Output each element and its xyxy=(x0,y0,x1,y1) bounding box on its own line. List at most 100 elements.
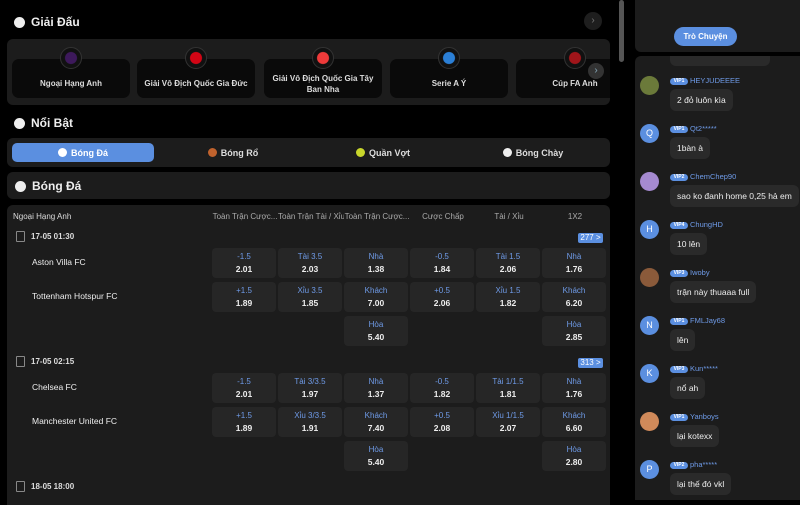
odds-cell[interactable]: Khách 7.00 xyxy=(344,282,408,312)
league-logo-icon xyxy=(60,47,82,69)
odds-cell[interactable]: Tài 1/1.5 1.81 xyxy=(476,373,540,403)
basketball-icon xyxy=(207,148,217,157)
star-icon xyxy=(14,117,25,129)
odds-cell[interactable]: Hòa 2.80 xyxy=(542,441,606,471)
chat-panel: VIP1 HEYJUDEEEE 2 đỏ luôn kìa Q VIP1 Qt2*****… xyxy=(635,56,800,500)
vip-badge: VIP2 xyxy=(670,174,688,181)
chat-message: K VIP3 Kun***** nổ ah xyxy=(640,364,800,409)
odds-cell[interactable]: -0.5 1.82 xyxy=(410,373,474,403)
odds-cell[interactable]: Xỉu 1.5 1.82 xyxy=(476,282,540,312)
odds-line: Tài 3/3.5 xyxy=(294,377,326,386)
column-header: Toàn Trận Cược... xyxy=(212,212,278,221)
odds-cell[interactable]: Khách 7.40 xyxy=(344,407,408,437)
username[interactable]: Qt2***** xyxy=(690,124,717,133)
odds-cell[interactable]: Hòa 5.40 xyxy=(344,316,408,346)
odds-line: Khách xyxy=(562,286,586,295)
avatar[interactable]: Q xyxy=(640,124,659,143)
odds-value: 7.40 xyxy=(367,423,385,433)
odds-cell[interactable]: Tài 1.5 2.06 xyxy=(476,248,540,278)
more-markets-button[interactable]: 313 > xyxy=(578,358,603,368)
vip-badge: VIP3 xyxy=(670,270,688,277)
tab-1[interactable]: Bóng Rổ xyxy=(162,143,304,162)
odds-cell[interactable]: Nhà 1.76 xyxy=(542,248,606,278)
avatar[interactable]: H xyxy=(640,220,659,239)
sport-tabs: Bóng Đá Bóng Rổ Quần Vợt Bóng Chày xyxy=(7,138,610,167)
avatar[interactable] xyxy=(640,76,659,95)
odds-cell[interactable]: Nhà 1.38 xyxy=(344,248,408,278)
section-header: Bóng Đá xyxy=(7,172,610,199)
odds-cell[interactable]: Xỉu 3.5 1.85 xyxy=(278,282,342,312)
chat-bubble: 2 đỏ luôn kìa xyxy=(670,89,733,111)
match-time-text: 17-05 02:15 xyxy=(31,357,75,366)
odds-line: Khách xyxy=(562,411,586,420)
baseball-icon xyxy=(502,148,512,157)
username[interactable]: pha***** xyxy=(690,460,718,469)
chat-message: Q VIP1 Qt2***** 1bàn à xyxy=(640,124,800,169)
username[interactable]: Kun***** xyxy=(690,364,718,373)
odds-cell[interactable]: Khách 6.60 xyxy=(542,407,606,437)
username[interactable]: Yanboys xyxy=(690,412,719,421)
odds-line: Hòa xyxy=(368,320,384,329)
team-name: Chelsea FC xyxy=(32,382,77,392)
bookmark-icon[interactable] xyxy=(16,356,25,367)
odds-cell[interactable]: Hòa 5.40 xyxy=(344,441,408,471)
odds-value: 6.20 xyxy=(565,298,583,308)
leagues-title: Giải Đấu xyxy=(31,15,80,29)
league-name: Serie A Ý xyxy=(431,79,467,88)
odds-cell[interactable]: Xỉu 1/1.5 2.07 xyxy=(476,407,540,437)
odds-cell[interactable]: -1.5 2.01 xyxy=(212,248,276,278)
carousel-next-button[interactable]: › xyxy=(588,63,604,79)
chat-bubble: trận này thuaaa full xyxy=(670,281,757,303)
odds-cell[interactable]: Xỉu 3/3.5 1.91 xyxy=(278,407,342,437)
odds-cell[interactable]: Tài 3.5 2.03 xyxy=(278,248,342,278)
odds-line: Nhà xyxy=(368,377,384,386)
username[interactable]: HEYJUDEEEE xyxy=(690,76,741,85)
avatar[interactable] xyxy=(640,172,659,191)
odds-cell[interactable]: +0.5 2.06 xyxy=(410,282,474,312)
odds-value: 1.82 xyxy=(499,298,517,308)
odds-value: 1.89 xyxy=(235,423,253,433)
odds-value: 2.85 xyxy=(565,332,583,342)
odds-cell[interactable]: -1.5 2.01 xyxy=(212,373,276,403)
odds-value: 7.00 xyxy=(367,298,385,308)
leagues-next-button[interactable]: › xyxy=(584,12,602,30)
odds-cell[interactable]: +1.5 1.89 xyxy=(212,407,276,437)
column-header: Toàn Trận Tài / Xỉu xyxy=(278,212,344,221)
bookmark-icon[interactable] xyxy=(16,481,25,492)
avatar[interactable] xyxy=(640,268,659,287)
avatar[interactable]: N xyxy=(640,316,659,335)
odds-cell[interactable]: +1.5 1.89 xyxy=(212,282,276,312)
avatar[interactable] xyxy=(640,412,659,431)
username[interactable]: ChungHD xyxy=(690,220,723,229)
odds-cell[interactable]: Hòa 2.85 xyxy=(542,316,606,346)
odds-value: 1.76 xyxy=(565,389,583,399)
featured-heading: Nổi Bật xyxy=(14,116,73,130)
odds-value: 1.37 xyxy=(367,389,385,399)
odds-cell[interactable]: Khách 6.20 xyxy=(542,282,606,312)
username[interactable]: FMLJay68 xyxy=(690,316,726,325)
avatar[interactable]: P xyxy=(640,460,659,479)
odds-cell[interactable]: Nhà 1.76 xyxy=(542,373,606,403)
league-logo-icon xyxy=(438,47,460,69)
vip-badge: VIP3 xyxy=(670,366,688,373)
odds-line: +0.5 xyxy=(434,411,450,420)
more-markets-button[interactable]: 277 > xyxy=(578,233,603,243)
tab-3[interactable]: Bóng Chày xyxy=(462,143,604,162)
match-time: 17-05 02:15 xyxy=(16,356,74,367)
avatar[interactable]: K xyxy=(640,364,659,383)
scrollbar[interactable] xyxy=(619,0,624,62)
odds-cell[interactable]: -0.5 1.84 xyxy=(410,248,474,278)
odds-cell[interactable]: Nhà 1.37 xyxy=(344,373,408,403)
username[interactable]: Iwoby xyxy=(690,268,710,277)
tab-2[interactable]: Quần Vợt xyxy=(312,143,454,162)
odds-cell[interactable]: +0.5 2.08 xyxy=(410,407,474,437)
bookmark-icon[interactable] xyxy=(16,231,25,242)
odds-cell[interactable]: Tài 3/3.5 1.97 xyxy=(278,373,342,403)
team-name: Aston Villa FC xyxy=(32,257,86,267)
odds-line: Tài 1/1.5 xyxy=(492,377,524,386)
username[interactable]: ChemChep90 xyxy=(690,172,737,181)
odds-table: Ngoại Hạng Anh Toàn Trận Cược... Toàn Trậ… xyxy=(7,205,610,505)
odds-line: Tài 1.5 xyxy=(495,252,521,261)
chat-button[interactable]: Trò Chuyện xyxy=(674,27,737,46)
tab-0[interactable]: Bóng Đá xyxy=(12,143,154,162)
